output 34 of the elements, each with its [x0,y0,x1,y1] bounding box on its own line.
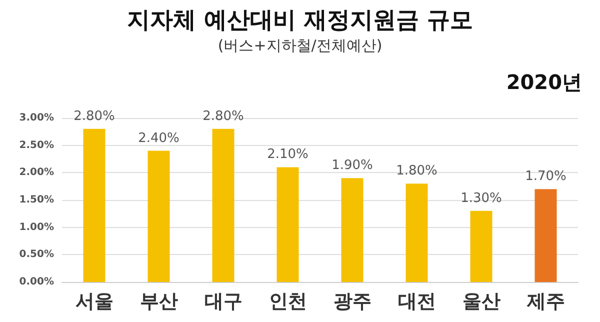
data-label: 2.80% [202,108,244,124]
chart-title: 지자체 예산대비 재정지원금 규모 [126,8,474,34]
x-tick-label: 대전 [398,290,436,312]
bar [148,150,170,282]
x-tick-label: 대구 [204,290,242,312]
x-tick-label: 제주 [526,290,565,312]
text: 2020년 [506,70,582,94]
bar [470,210,492,282]
y-tick-label: 2.00% [19,167,54,178]
x-tick-label: 서울 [75,290,114,312]
bar [406,184,428,282]
bar [276,167,299,282]
data-label: 1.30% [460,190,502,206]
data-label: 1.80% [396,164,438,179]
chart-subtitle: (버스+지하철/전체예산) [218,36,382,54]
y-tick-label: 3.00% [19,112,54,124]
data-label: 2.10% [267,147,308,162]
y-tick-label: 1.50% [19,194,54,206]
x-tick-label: 부산 [140,290,178,312]
data-label: 1.70% [525,169,566,184]
y-tick-label: 0.50% [19,249,54,260]
x-tick-label: 울산 [462,290,500,312]
bar [534,189,557,282]
bar [341,178,364,282]
bar [212,128,234,282]
bar [83,128,106,282]
data-label: 1.90% [332,158,373,174]
y-tick-label: 2.50% [19,140,54,151]
y-tick-label: 0.00% [19,276,54,288]
data-label: 2.80% [74,108,115,124]
y-tick-label: 1.00% [19,222,54,233]
x-tick-label: 인천 [268,290,307,312]
x-tick-label: 광주 [333,290,372,312]
data-label: 2.40% [138,130,180,146]
